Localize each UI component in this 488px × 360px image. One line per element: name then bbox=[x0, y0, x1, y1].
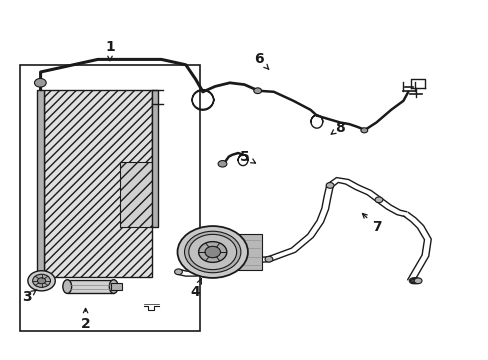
Text: 4: 4 bbox=[190, 279, 201, 298]
Circle shape bbox=[253, 88, 261, 94]
Text: 5: 5 bbox=[239, 150, 255, 163]
Circle shape bbox=[38, 278, 45, 284]
Ellipse shape bbox=[109, 280, 118, 293]
Bar bbox=[151, 90, 158, 227]
Ellipse shape bbox=[174, 269, 182, 275]
Text: 2: 2 bbox=[81, 309, 90, 331]
Text: 3: 3 bbox=[22, 290, 37, 304]
Text: 7: 7 bbox=[362, 213, 381, 234]
Bar bbox=[37, 90, 44, 277]
Bar bbox=[44, 90, 151, 277]
Circle shape bbox=[177, 226, 247, 278]
Circle shape bbox=[28, 271, 55, 291]
Bar bbox=[20, 65, 200, 331]
Bar bbox=[120, 162, 151, 227]
Ellipse shape bbox=[409, 278, 417, 284]
Circle shape bbox=[184, 231, 241, 273]
Ellipse shape bbox=[264, 256, 272, 262]
Text: 6: 6 bbox=[254, 53, 268, 69]
Bar bbox=[67, 280, 113, 293]
Text: 8: 8 bbox=[330, 121, 344, 135]
Ellipse shape bbox=[413, 278, 421, 284]
Circle shape bbox=[204, 246, 220, 258]
Ellipse shape bbox=[62, 280, 71, 293]
Ellipse shape bbox=[211, 265, 219, 271]
Ellipse shape bbox=[325, 183, 333, 188]
Circle shape bbox=[198, 242, 226, 262]
Ellipse shape bbox=[374, 197, 382, 203]
Circle shape bbox=[360, 128, 367, 133]
Bar bbox=[111, 283, 122, 290]
Circle shape bbox=[34, 78, 46, 87]
Ellipse shape bbox=[412, 278, 420, 284]
Bar bbox=[230, 234, 262, 270]
Text: 1: 1 bbox=[105, 40, 115, 60]
Ellipse shape bbox=[408, 278, 416, 284]
Circle shape bbox=[33, 274, 50, 287]
Circle shape bbox=[188, 234, 236, 270]
Ellipse shape bbox=[411, 278, 419, 284]
Circle shape bbox=[218, 161, 226, 167]
